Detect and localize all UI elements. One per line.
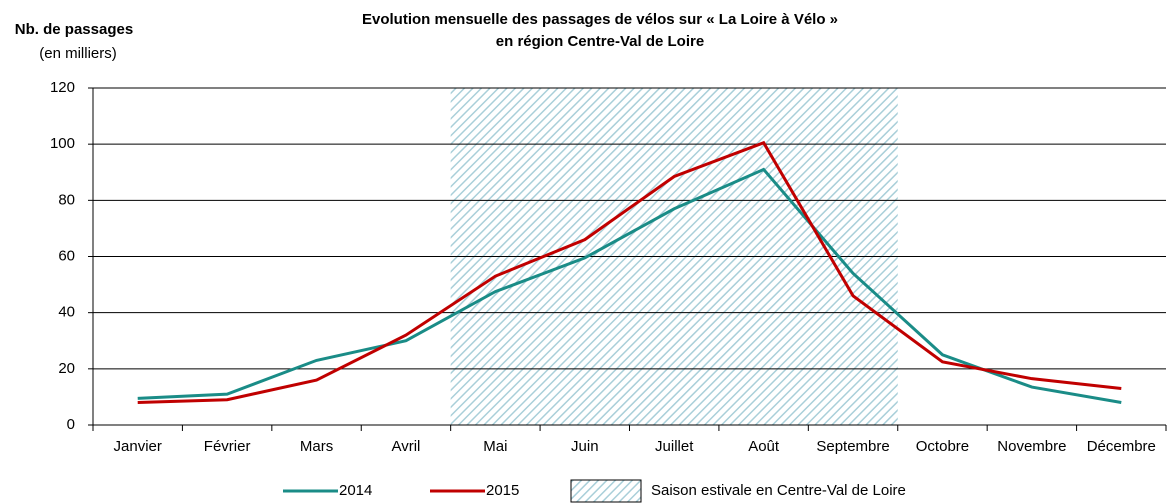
y-tick-label: 100 xyxy=(50,135,75,152)
chart-title: en région Centre-Val de Loire xyxy=(496,33,704,50)
y-tick-label: 40 xyxy=(58,304,75,321)
legend-label: 2015 xyxy=(486,482,519,499)
series-line xyxy=(137,167,1122,405)
x-tick-label: Novembre xyxy=(997,438,1066,455)
y-axis-unit: (en milliers) xyxy=(39,45,117,62)
y-tick-label: 20 xyxy=(58,360,75,377)
x-tick-label: Décembre xyxy=(1087,438,1156,455)
x-tick-label: Juillet xyxy=(655,438,694,455)
y-tick-label: 60 xyxy=(58,247,75,264)
x-tick-label: Janvier xyxy=(114,438,162,455)
x-tick-label: Mai xyxy=(483,438,507,455)
y-tick-label: 120 xyxy=(50,79,75,96)
x-tick-label: Mars xyxy=(300,438,333,455)
y-tick-label: 0 xyxy=(67,416,75,433)
y-axis-label: Nb. de passages xyxy=(15,21,133,38)
chart-title: Evolution mensuelle des passages de vélo… xyxy=(362,11,838,28)
legend-label: Saison estivale en Centre-Val de Loire xyxy=(651,482,906,499)
y-tick-label: 80 xyxy=(58,191,75,208)
series-line xyxy=(137,140,1122,405)
x-tick-label: Septembre xyxy=(816,438,889,455)
legend-label: 2014 xyxy=(339,482,372,499)
legend-swatch xyxy=(570,479,642,503)
x-tick-label: Février xyxy=(204,438,251,455)
x-tick-label: Avril xyxy=(392,438,421,455)
x-tick-label: Août xyxy=(748,438,780,455)
x-tick-label: Juin xyxy=(571,438,599,455)
x-tick-label: Octobre xyxy=(916,438,969,455)
